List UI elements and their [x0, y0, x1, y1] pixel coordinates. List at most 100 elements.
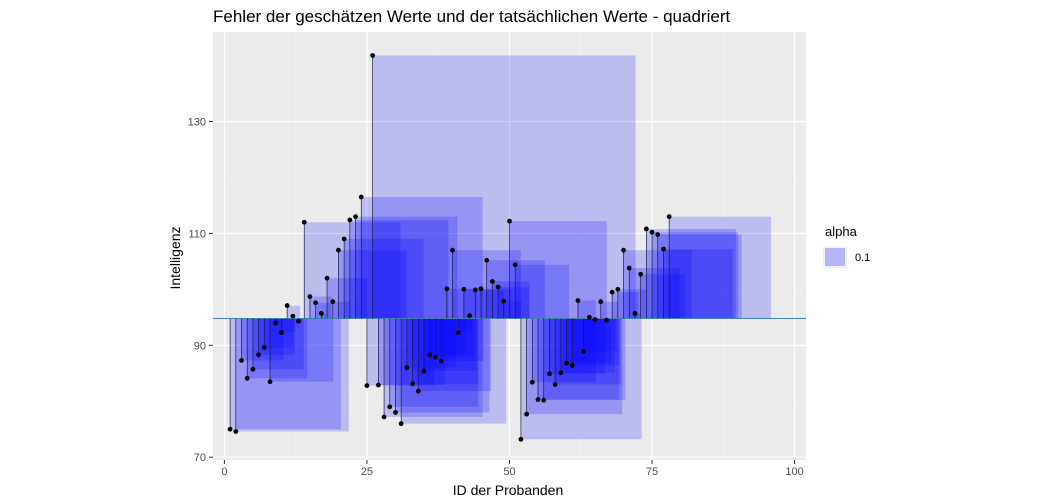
error-square [332, 301, 350, 319]
error-square [361, 197, 483, 319]
error-square [349, 219, 449, 319]
y-axis-label: Intelligenz [167, 226, 183, 289]
error-square [577, 300, 596, 319]
data-point [455, 330, 461, 335]
data-point [233, 429, 239, 434]
data-point [330, 299, 336, 305]
data-point [649, 229, 655, 235]
data-point [279, 330, 284, 335]
error-square [640, 274, 685, 319]
data-point [313, 300, 319, 306]
data-point [307, 294, 313, 300]
x-tick-label: 100 [785, 466, 803, 478]
data-point [609, 289, 615, 295]
data-point [239, 358, 244, 363]
error-square [629, 268, 680, 319]
legend-title: alpha [825, 224, 858, 239]
error-square [458, 318, 473, 333]
error-square [549, 318, 605, 374]
data-point [267, 379, 273, 385]
data-point [444, 286, 450, 292]
data-point [421, 368, 427, 374]
data-point [301, 219, 307, 225]
error-square [560, 318, 616, 373]
error-square [617, 289, 647, 319]
data-point [615, 286, 621, 292]
data-point [586, 314, 592, 320]
error-square [600, 301, 618, 319]
data-point [290, 313, 296, 319]
data-point [558, 370, 564, 376]
data-point [564, 360, 569, 366]
data-point [273, 320, 279, 326]
error-square [515, 264, 569, 319]
error-segments [229, 55, 670, 440]
data-point [427, 352, 433, 358]
data-points [227, 53, 672, 442]
x-tick-label: 25 [361, 466, 373, 478]
data-point [621, 247, 626, 253]
error-square [475, 289, 504, 319]
data-point [666, 214, 672, 220]
error-square [270, 318, 334, 382]
x-axis-label: ID der Probanden [453, 482, 564, 498]
axes: 70 90 110 130 0 25 50 75 100 [188, 117, 804, 478]
data-point [661, 246, 666, 252]
data-point [604, 317, 609, 323]
data-point [347, 217, 353, 223]
error-square [572, 318, 620, 366]
data-point [529, 379, 535, 385]
error-square [230, 318, 341, 430]
error-square [657, 234, 742, 319]
legend-key-background [823, 246, 847, 268]
error-square [429, 318, 467, 355]
data-point [552, 382, 558, 387]
data-point [398, 421, 404, 427]
data-point [495, 284, 501, 290]
data-point [512, 262, 518, 268]
data-point [227, 426, 233, 432]
y-tick-label: 130 [188, 117, 206, 129]
y-tick-label: 90 [194, 340, 206, 352]
error-square [435, 318, 474, 358]
error-square [652, 232, 739, 319]
error-square [555, 318, 622, 385]
data-point [643, 226, 649, 232]
data-point [524, 411, 530, 417]
error-square [275, 318, 281, 323]
data-point [518, 436, 524, 442]
error-square [264, 318, 294, 348]
error-square [446, 288, 477, 319]
data-point [655, 232, 661, 237]
error-square [543, 318, 626, 401]
error-square [247, 318, 308, 379]
error-square [235, 318, 349, 432]
data-point [393, 410, 398, 415]
data-point [261, 345, 267, 350]
data-point [626, 265, 632, 271]
chart-title: Fehler der geschätzen Werte und der tats… [213, 7, 730, 26]
data-point [318, 311, 324, 316]
data-point [410, 381, 415, 387]
error-square [646, 228, 736, 319]
data-point [244, 375, 250, 381]
data-point [284, 303, 290, 308]
data-point [324, 275, 330, 281]
data-point [598, 299, 604, 305]
data-point [256, 352, 262, 358]
legend: alpha 0.1 [823, 224, 870, 268]
error-square [389, 318, 479, 407]
error-square [503, 301, 522, 319]
y-tick-label: 110 [188, 228, 206, 240]
error-square [406, 318, 457, 368]
data-point [450, 247, 455, 253]
data-point [336, 247, 341, 253]
legend-key-swatch [825, 248, 845, 266]
error-square [281, 318, 296, 333]
error-square [401, 318, 507, 424]
data-point [478, 286, 484, 292]
y-tick-label: 70 [194, 452, 206, 464]
data-point [370, 53, 376, 58]
data-point [432, 354, 438, 360]
